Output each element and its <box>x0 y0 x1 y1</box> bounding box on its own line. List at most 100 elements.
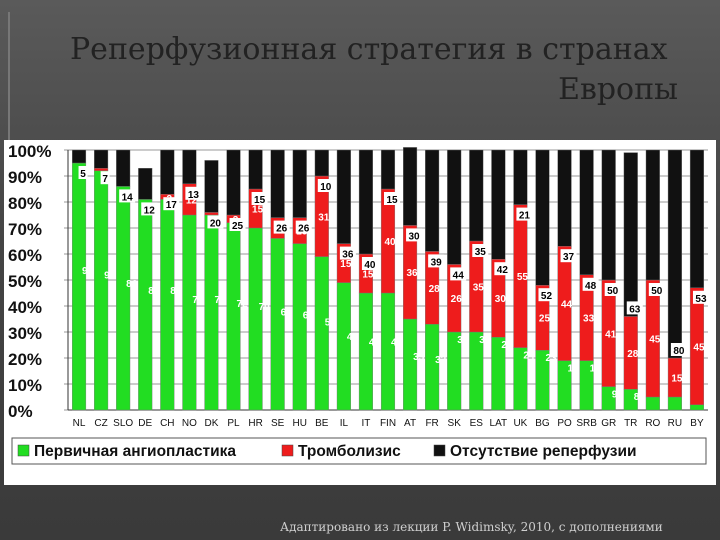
data-label: 10 <box>320 182 332 193</box>
data-label-bg <box>251 192 268 205</box>
data-label: 25 <box>539 314 551 325</box>
x-tick-label: PL <box>227 418 240 429</box>
data-label: 41 <box>605 329 617 340</box>
source-footnote: Адаптировано из лекции P. Widimsky, 2010… <box>280 520 663 534</box>
title-line-2: Европы <box>558 72 678 107</box>
data-label: 19 <box>568 364 580 375</box>
data-label: 48 <box>585 281 597 292</box>
data-label: 64 <box>303 310 315 321</box>
data-label: 15 <box>362 270 374 281</box>
data-label-bg <box>361 257 378 270</box>
data-label: 15 <box>252 205 264 216</box>
y-tick-label: 70% <box>8 220 42 239</box>
bar-segment <box>425 149 440 252</box>
slide-title: Реперфузионная стратегия в странах Европ… <box>60 30 678 110</box>
data-label-bg <box>295 220 312 234</box>
data-label: 30 <box>495 294 507 305</box>
bar-segment <box>248 149 263 190</box>
data-label-bg <box>141 202 158 216</box>
data-label-bg <box>207 215 224 229</box>
data-label-bg <box>119 189 136 203</box>
bar-segment <box>336 282 351 411</box>
data-label: 52 <box>541 291 553 302</box>
data-label: 44 <box>561 299 573 310</box>
data-label-bg <box>582 277 599 291</box>
bar-segment <box>689 149 705 289</box>
data-label: 35 <box>475 247 487 258</box>
y-tick-label: 90% <box>8 168 42 187</box>
data-label: 39 <box>431 257 443 268</box>
bar-segment <box>160 199 175 411</box>
data-label: 53 <box>695 294 707 305</box>
data-label-bg <box>604 283 621 296</box>
data-label-bg <box>428 254 445 268</box>
data-label: 26 <box>298 224 310 235</box>
y-tick-label: 40% <box>8 298 42 317</box>
data-label: 15 <box>386 195 398 206</box>
data-label: 24 <box>523 351 535 362</box>
y-tick-label: 0% <box>8 402 33 421</box>
data-label: 31 <box>318 212 330 223</box>
x-tick-label: NL <box>73 418 86 429</box>
x-tick-label: SE <box>271 418 285 429</box>
bar-segment <box>557 149 572 247</box>
data-label: 45 <box>649 335 661 346</box>
data-label: 36 <box>407 268 419 279</box>
x-tick-label: BG <box>535 418 550 429</box>
bar-segment <box>292 149 307 218</box>
data-label-bg <box>100 171 110 185</box>
bar-segment <box>667 396 682 411</box>
x-tick-label: RO <box>645 418 660 429</box>
data-label: 23 <box>545 353 557 364</box>
bar-segment <box>425 323 440 411</box>
bar-segment <box>71 162 87 411</box>
data-label: 13 <box>188 190 200 201</box>
bar-segment <box>623 152 638 317</box>
bar-segment <box>116 186 131 411</box>
data-label: 35 <box>473 283 485 294</box>
bar-segment <box>226 222 241 411</box>
x-tick-label: SRB <box>576 418 597 429</box>
bar-segment <box>336 149 351 244</box>
x-tick-label: DK <box>204 418 218 429</box>
bar-segment <box>380 292 396 411</box>
data-label: 28 <box>501 340 513 351</box>
data-label: 92 <box>104 270 116 281</box>
data-label: 42 <box>497 265 509 276</box>
data-label: 14 <box>122 192 134 203</box>
data-label: 70 <box>259 302 271 313</box>
data-label-bg <box>406 228 423 242</box>
bar-segment <box>138 168 153 200</box>
y-tick-label: 100% <box>8 142 51 161</box>
data-label: 86 <box>126 279 138 290</box>
legend-label: Первичная ангиопластика <box>34 443 236 460</box>
bar-segment <box>535 149 550 286</box>
data-label: 37 <box>563 252 575 263</box>
bar-segment <box>292 243 307 411</box>
data-label: 66 <box>281 308 293 319</box>
y-tick-label: 10% <box>8 376 42 395</box>
data-label: 15 <box>254 195 266 206</box>
legend-swatch <box>281 444 294 457</box>
bar-segment <box>469 149 484 242</box>
data-label: 59 <box>325 318 337 329</box>
bar-segment <box>248 227 263 411</box>
data-label-bg <box>384 192 400 205</box>
data-label: 26 <box>276 224 288 235</box>
data-label: 55 <box>517 272 529 283</box>
data-label: 19 <box>590 364 602 375</box>
x-tick-label: HU <box>292 418 306 429</box>
legend-swatch <box>17 444 30 457</box>
data-label-bg <box>516 207 533 221</box>
data-label: 80 <box>673 346 685 357</box>
data-label-bg <box>339 246 356 260</box>
data-label-bg <box>229 218 246 231</box>
data-label-bg <box>450 267 467 281</box>
data-label: 8 <box>634 392 640 403</box>
data-label-bg <box>648 283 665 296</box>
x-tick-label: FR <box>425 418 438 429</box>
bar-segment <box>513 149 528 205</box>
data-label: 26 <box>451 294 463 305</box>
bar-segment <box>380 149 396 190</box>
bar-segment <box>403 147 418 226</box>
